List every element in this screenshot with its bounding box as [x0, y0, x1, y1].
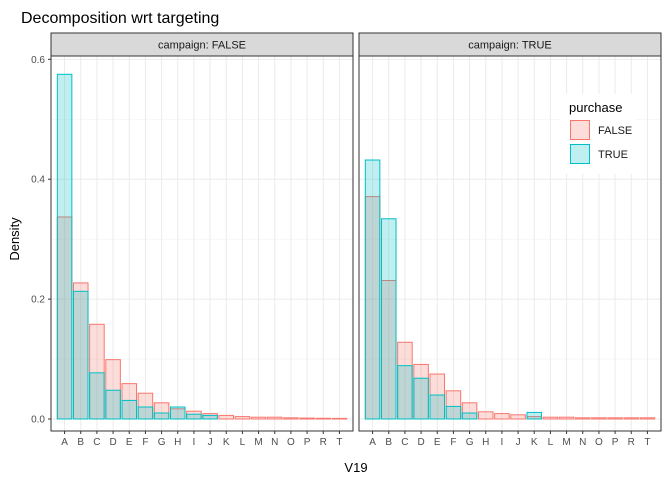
x-tick-label: N: [271, 437, 278, 448]
bar-true-D: [413, 377, 429, 420]
x-tick-label: E: [434, 437, 441, 448]
bar-false-L: [542, 416, 559, 420]
facet-panel-2: campaign: TRUE A B C D E F G H I J K L M N O P R T: [358, 32, 662, 448]
legend-key-bg: [570, 144, 590, 164]
x-tick-label: L: [240, 437, 246, 448]
y-tick-label: 0.0: [31, 415, 45, 426]
legend-swatch: [570, 120, 590, 140]
bar-false-H: [477, 411, 494, 420]
x-tick-label: P: [304, 437, 311, 448]
bar-false-T: [331, 417, 348, 420]
bar-false-O: [591, 417, 607, 420]
facet-strip-label: campaign: TRUE: [468, 40, 552, 52]
x-tick-label: K: [531, 437, 538, 448]
facet-strip: [50, 32, 354, 57]
bar-false-L: [234, 416, 251, 420]
x-axis-title: V19: [344, 460, 367, 475]
bar-false-R: [623, 417, 640, 420]
x-tick-label: F: [142, 437, 148, 448]
bar-false-I: [494, 413, 510, 420]
x-tick-label: D: [109, 437, 116, 448]
bar-true-A: [56, 73, 73, 420]
x-tick-label: M: [254, 437, 262, 448]
x-tick-label: P: [612, 437, 619, 448]
legend-label: FALSE: [598, 125, 632, 137]
y-tick-label: 0.6: [31, 55, 45, 66]
x-tick-label: R: [628, 437, 635, 448]
legend-label: TRUE: [598, 149, 628, 161]
bar-true-B: [72, 290, 89, 420]
bar-false-J: [510, 414, 526, 420]
bar-true-D: [105, 389, 121, 420]
y-axis-title: Density: [7, 217, 22, 261]
x-tick-label: M: [562, 437, 570, 448]
bar-true-H: [169, 406, 186, 420]
bar-true-J: [202, 414, 218, 420]
x-tick-label: L: [548, 437, 554, 448]
x-tick-label: G: [466, 437, 474, 448]
bar-false-K: [218, 414, 235, 420]
x-tick-label: B: [77, 437, 84, 448]
x-tick-label: H: [482, 437, 489, 448]
bar-true-B: [380, 218, 397, 420]
bar-false-R: [315, 417, 332, 420]
panel-background: [51, 56, 353, 431]
bar-false-P: [299, 417, 315, 420]
bar-false-M: [558, 416, 575, 420]
bar-true-K: [526, 411, 543, 420]
y-tick-label: 0.4: [31, 175, 45, 186]
x-tick-label: T: [336, 437, 342, 448]
bar-true-C: [89, 372, 105, 420]
x-tick-label: O: [595, 437, 603, 448]
x-tick-label: D: [417, 437, 424, 448]
bar-true-F: [137, 406, 154, 420]
legend: purchase FALSE TRUE: [560, 94, 635, 174]
x-tick-label: C: [93, 437, 100, 448]
x-tick-label: H: [174, 437, 181, 448]
x-tick-label: N: [579, 437, 586, 448]
facet-strip-label: campaign: FALSE: [158, 40, 246, 52]
facet-panel-1: campaign: FALSE A B C D E F G H I J K L M N O P R T 0.0 0.2 0…: [31, 32, 354, 448]
bar-true-F: [445, 405, 462, 420]
x-tick-label: J: [208, 437, 213, 448]
x-tick-label: A: [61, 437, 68, 448]
chart-title: Decomposition wrt targeting: [21, 10, 219, 27]
x-tick-label: K: [223, 437, 230, 448]
bar-true-G: [153, 412, 170, 420]
x-tick-label: I: [193, 437, 196, 448]
bar-false-N: [574, 417, 591, 420]
x-tick-label: C: [401, 437, 408, 448]
x-tick-label: I: [501, 437, 504, 448]
bar-true-C: [397, 365, 413, 420]
legend-item-false: FALSE: [570, 120, 632, 140]
legend-key-bg: [570, 120, 590, 140]
x-tick-label: J: [516, 437, 521, 448]
bar-true-E: [429, 394, 446, 420]
bar-false-T: [639, 417, 656, 420]
bar-false-P: [607, 417, 623, 420]
legend-item-true: TRUE: [570, 144, 628, 164]
bar-false-O: [283, 417, 299, 420]
bar-true-I: [186, 413, 202, 420]
x-tick-label: G: [158, 437, 166, 448]
x-tick-label: E: [126, 437, 133, 448]
x-tick-label: B: [385, 437, 392, 448]
bar-false-M: [250, 416, 267, 420]
legend-swatch: [570, 144, 590, 164]
x-tick-label: O: [287, 437, 295, 448]
legend-title: purchase: [569, 100, 622, 115]
x-tick-label: T: [644, 437, 650, 448]
y-tick-label: 0.2: [31, 295, 45, 306]
x-tick-label: F: [450, 437, 456, 448]
bar-true-A: [364, 159, 381, 420]
facet-strip: [358, 32, 662, 57]
bar-false-N: [266, 416, 283, 420]
x-tick-label: R: [320, 437, 327, 448]
bar-true-G: [461, 412, 478, 420]
x-tick-label: A: [369, 437, 376, 448]
bar-true-E: [121, 399, 138, 420]
